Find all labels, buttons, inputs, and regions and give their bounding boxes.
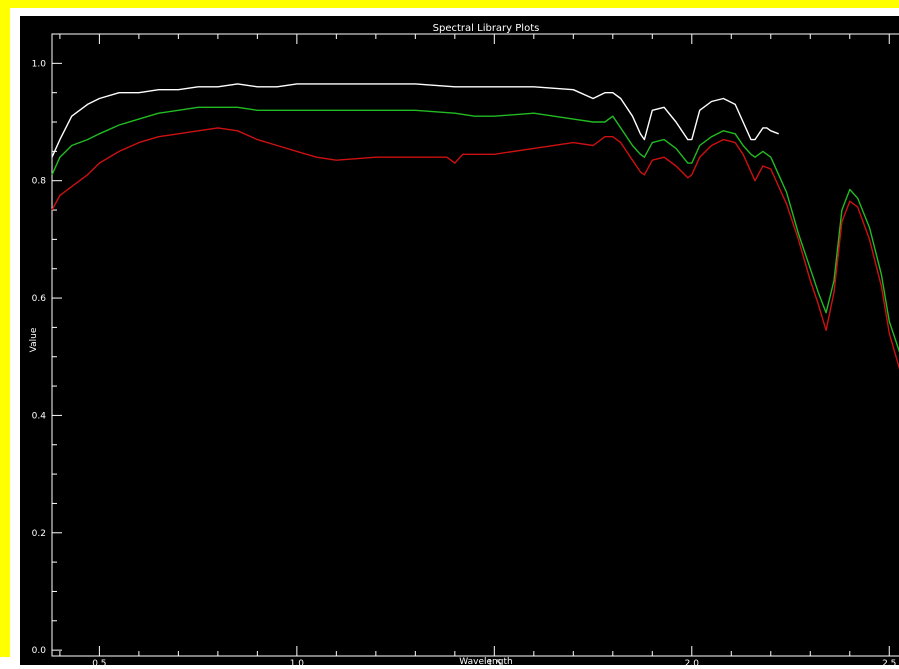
y-tick-label: 0.0 <box>32 646 47 656</box>
plot-area: Spectral Library Plots Wavelength Value … <box>20 16 899 669</box>
series-group <box>51 83 899 370</box>
series-line-2 <box>51 106 899 353</box>
y-tick-label: 0.8 <box>32 177 47 187</box>
series-line-1 <box>51 83 779 158</box>
x-tick-label: 2.0 <box>685 659 700 665</box>
x-axis-label: Wavelength <box>459 657 512 665</box>
y-tick-label: 0.4 <box>32 411 47 421</box>
plot-frame <box>51 33 899 657</box>
chart-title: Spectral Library Plots <box>433 23 540 34</box>
y-axis-label: Value <box>29 327 39 352</box>
y-tick-label: 0.6 <box>32 294 47 304</box>
x-tick-label: 2.5 <box>882 659 896 665</box>
x-tick-label: 1.0 <box>290 659 305 665</box>
series-line-3 <box>51 127 899 370</box>
x-tick-label: 1.5 <box>487 659 501 665</box>
x-tick-label: 0.5 <box>92 659 106 665</box>
spectral-chart: Spectral Library Plots Wavelength Value … <box>29 23 899 669</box>
y-tick-label: 1.0 <box>32 59 47 69</box>
y-tick-label: 0.2 <box>32 529 46 539</box>
